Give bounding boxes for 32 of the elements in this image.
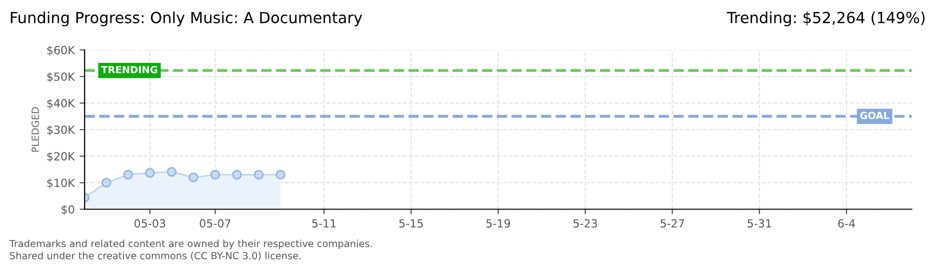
- text: Shared under the creative commons (CC BY-NC 3.0) license.: [10, 252, 301, 260]
- y-tick-label: $60K: [47, 46, 76, 56]
- y-tick-label: $30K: [47, 125, 76, 136]
- x-tick-label: 5-31: [748, 219, 772, 228]
- x-tick-label: 05-03: [134, 219, 166, 228]
- point: [145, 168, 155, 178]
- point: [102, 178, 112, 188]
- text: Trademarks and related content are owned by their respective companies.: [9, 240, 372, 250]
- point: [123, 170, 133, 180]
- x-tick-label: 5-19: [486, 219, 510, 228]
- x-tick-label: 6-4: [838, 219, 855, 228]
- ref-line-label: TRENDING: [101, 66, 158, 74]
- y-tick-label: $10K: [47, 178, 76, 189]
- point: [254, 170, 264, 180]
- point: [276, 170, 286, 180]
- chart-subtitle: Trending: $52,264 (149%): [726, 12, 925, 26]
- x-tick-label: 05-07: [200, 219, 230, 228]
- x-tick-label: 5-27: [660, 219, 684, 228]
- point: [232, 170, 242, 180]
- x-tick-label: 5-15: [399, 219, 423, 228]
- x-tick-label: 5-11: [312, 219, 336, 228]
- y-tick-label: $50K: [47, 72, 76, 82]
- y-tick-label: $20K: [47, 152, 76, 162]
- point: [188, 172, 198, 182]
- point: [166, 166, 177, 177]
- y-tick-label: $40K: [47, 98, 76, 109]
- ref-line-label: GOAL: [860, 112, 890, 120]
- point: [210, 170, 220, 180]
- y-tick-label: $0: [62, 205, 74, 216]
- x-tick-label: 5-23: [574, 219, 597, 228]
- y-axis-title: PLEDGED: [32, 107, 39, 152]
- chart-title: Funding Progress: Only Music: A Documentary: [10, 12, 362, 26]
